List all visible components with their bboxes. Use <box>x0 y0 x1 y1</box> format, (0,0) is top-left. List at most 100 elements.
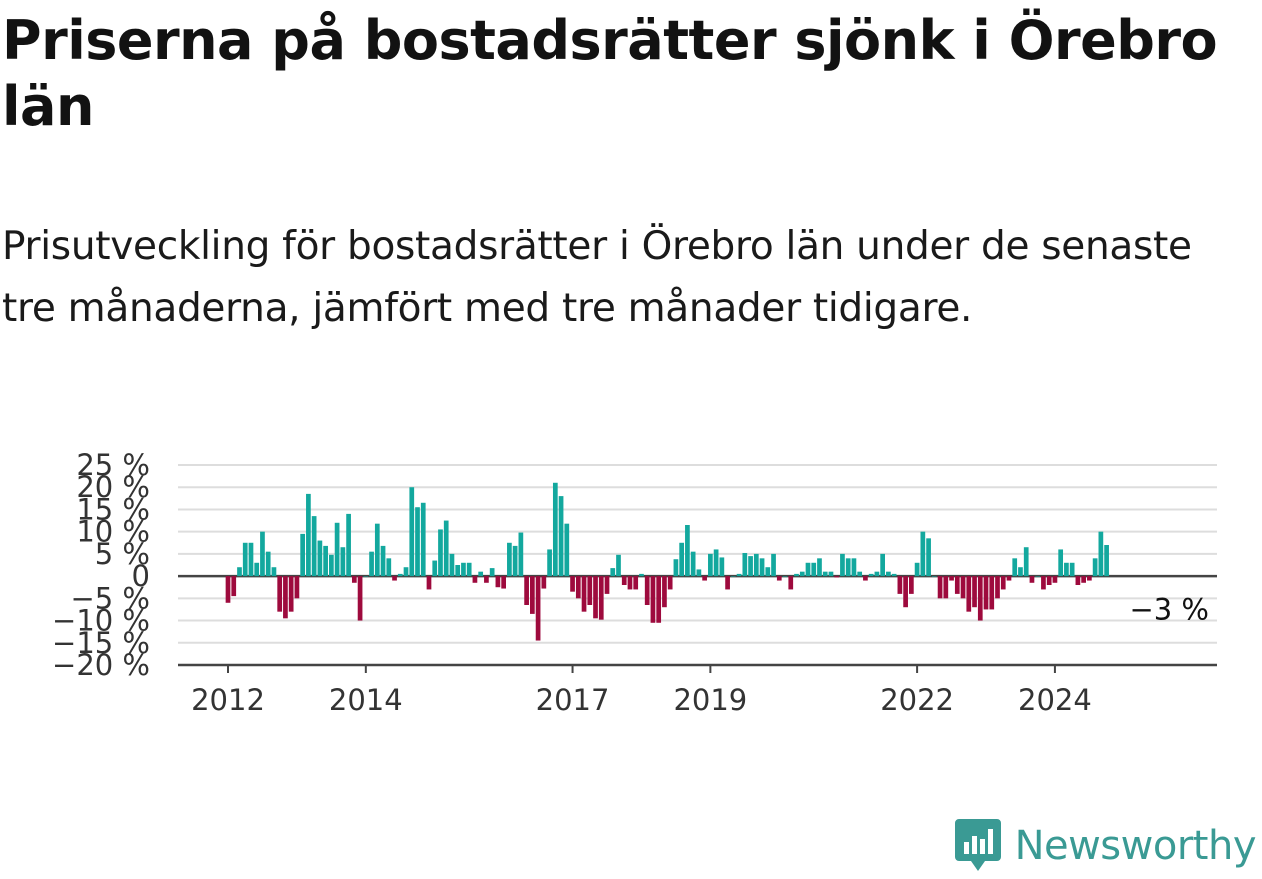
bar <box>656 576 662 623</box>
bar <box>300 533 306 577</box>
bar <box>1098 531 1104 577</box>
x-tick-label: 2012 <box>191 683 265 717</box>
bar <box>518 532 524 577</box>
page-subtitle: Prisutveckling för bostadsrätter i Örebr… <box>2 224 1192 331</box>
bar <box>1035 576 1041 577</box>
bar <box>886 571 891 577</box>
bar <box>541 576 547 589</box>
bar <box>822 571 828 577</box>
bar <box>799 571 805 577</box>
bar <box>633 576 639 590</box>
bar <box>983 576 989 610</box>
bar <box>811 562 817 577</box>
bar <box>931 576 937 577</box>
bar <box>805 562 811 577</box>
x-tick-label: 2017 <box>536 683 610 717</box>
brand-name: Newsworthy <box>1014 823 1257 869</box>
bar-chart: 25 %20 %15 %10 %5 %0−5 %−10 %−15 %−20 % … <box>52 448 1217 717</box>
bar <box>248 542 254 577</box>
x-tick-label: 2022 <box>880 683 954 717</box>
bar <box>960 576 966 599</box>
bar <box>397 573 403 577</box>
bar <box>782 576 788 577</box>
bar <box>685 525 690 577</box>
bar <box>369 551 374 577</box>
bar <box>489 568 495 577</box>
bar <box>949 576 954 581</box>
bar <box>478 571 484 577</box>
bar <box>380 545 386 577</box>
bar <box>484 576 489 583</box>
bar <box>564 523 570 577</box>
bar <box>909 576 914 594</box>
y-tick-label: 15 % <box>76 492 150 526</box>
bar <box>575 576 581 599</box>
bar <box>1006 576 1012 581</box>
bar <box>851 558 857 577</box>
bar <box>943 576 949 599</box>
bar <box>501 576 506 589</box>
bar <box>374 523 380 577</box>
bar <box>966 576 972 612</box>
bar <box>765 567 771 577</box>
bar <box>817 558 822 577</box>
last-value-label: −3 % <box>1129 592 1209 626</box>
bar <box>1046 576 1052 585</box>
bar <box>357 576 363 621</box>
bar <box>690 551 696 577</box>
bar <box>771 553 776 577</box>
bar <box>702 576 707 581</box>
bar <box>995 576 1000 599</box>
bar <box>897 576 903 594</box>
bar <box>265 551 271 577</box>
bar <box>403 567 409 577</box>
bar <box>914 562 920 577</box>
y-tick-label: −15 % <box>52 626 150 660</box>
x-tick-label: 2019 <box>673 683 747 717</box>
bar <box>409 487 415 577</box>
bar <box>662 576 667 608</box>
bar <box>1104 545 1109 577</box>
bar <box>868 573 874 577</box>
y-tick-label: 25 % <box>76 448 150 482</box>
bar <box>420 502 426 577</box>
bar <box>283 576 288 619</box>
bar-series <box>225 482 1109 641</box>
bar <box>1018 567 1023 577</box>
bar <box>593 576 598 619</box>
bar <box>507 542 512 577</box>
bar <box>644 576 650 605</box>
bar <box>237 567 242 577</box>
bar <box>840 553 845 577</box>
bar <box>794 573 799 577</box>
bar <box>650 576 656 623</box>
bar <box>512 545 518 577</box>
x-tick-label: 2014 <box>329 683 403 717</box>
bar <box>788 576 794 590</box>
bar <box>759 558 765 577</box>
bar <box>667 576 673 590</box>
bar <box>1087 576 1092 581</box>
bar <box>753 553 759 577</box>
bar <box>587 576 593 605</box>
bar <box>1069 562 1075 577</box>
bar <box>455 565 461 577</box>
bar <box>432 560 438 577</box>
bar <box>1081 576 1086 583</box>
bar <box>306 493 311 577</box>
bar <box>495 576 501 588</box>
bar <box>426 576 432 590</box>
bar <box>346 513 351 577</box>
bar <box>443 520 449 577</box>
bar <box>254 562 260 577</box>
bar <box>621 576 627 585</box>
bar <box>547 549 552 577</box>
bar <box>736 573 742 577</box>
bar <box>392 576 397 581</box>
bar <box>311 516 317 577</box>
bar <box>730 576 736 577</box>
bar <box>725 576 730 590</box>
bar <box>610 568 616 577</box>
bar <box>438 529 443 577</box>
page-title: Priserna på bostadsrätter sjönk i Örebro… <box>2 9 1218 138</box>
